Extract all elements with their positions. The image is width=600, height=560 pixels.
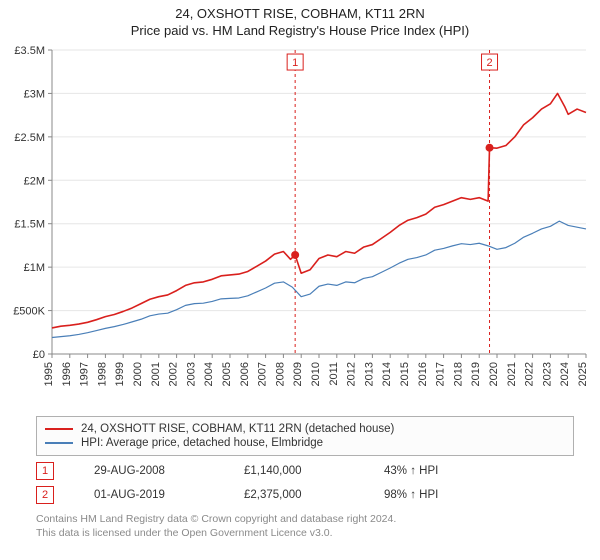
sale-delta: 43% ↑ HPI [384,465,438,477]
svg-text:2014: 2014 [381,362,393,386]
legend-swatch [45,442,73,444]
sale-row: 1 29-AUG-2008 £1,140,000 43% ↑ HPI [36,462,556,480]
legend-label: 24, OXSHOTT RISE, COBHAM, KT11 2RN (deta… [81,423,394,435]
svg-text:2016: 2016 [417,362,429,386]
svg-text:2008: 2008 [274,362,286,386]
legend: 24, OXSHOTT RISE, COBHAM, KT11 2RN (deta… [36,416,574,456]
svg-text:2009: 2009 [292,362,304,386]
svg-text:£1M: £1M [24,262,45,274]
svg-text:2010: 2010 [310,362,322,386]
footer-line2: This data is licensed under the Open Gov… [36,526,590,540]
svg-text:1997: 1997 [79,362,91,386]
legend-row: 24, OXSHOTT RISE, COBHAM, KT11 2RN (deta… [45,423,565,435]
svg-text:2025: 2025 [577,362,589,386]
title-address: 24, OXSHOTT RISE, COBHAM, KT11 2RN [0,6,600,21]
svg-text:1998: 1998 [96,362,108,386]
svg-text:£1.5M: £1.5M [14,219,45,231]
title-subtitle: Price paid vs. HM Land Registry's House … [0,23,600,38]
svg-text:2007: 2007 [257,362,269,386]
svg-text:2015: 2015 [399,362,411,386]
sale-badge: 1 [36,462,54,480]
svg-text:2024: 2024 [559,362,571,386]
svg-text:2019: 2019 [470,362,482,386]
sale-price: £1,140,000 [244,465,344,477]
svg-text:£3.5M: £3.5M [14,45,45,57]
sale-date: 29-AUG-2008 [94,465,204,477]
sale-badge: 2 [36,486,54,504]
chart-container: £0 £500K £1M £1.5M £2M £2.5M £3M £3.5M 1995 1996 1… [0,40,600,410]
sales-table: 1 29-AUG-2008 £1,140,000 43% ↑ HPI 2 01-AUG-2… [36,462,556,504]
svg-text:1999: 1999 [114,362,126,386]
svg-text:2011: 2011 [328,362,340,386]
svg-text:2020: 2020 [488,362,500,386]
svg-text:2005: 2005 [221,362,233,386]
svg-text:£500K: £500K [13,306,45,318]
svg-text:£2.5M: £2.5M [14,132,45,144]
svg-text:2003: 2003 [185,362,197,386]
svg-text:1995: 1995 [43,362,55,386]
sale-row: 2 01-AUG-2019 £2,375,000 98% ↑ HPI [36,486,556,504]
svg-text:2013: 2013 [363,362,375,386]
legend-label: HPI: Average price, detached house, Elmb… [81,437,323,449]
footer-line1: Contains HM Land Registry data © Crown c… [36,512,590,526]
svg-text:2023: 2023 [541,362,553,386]
svg-text:2021: 2021 [506,362,518,386]
svg-text:£3M: £3M [24,88,45,100]
svg-text:2006: 2006 [239,362,251,386]
legend-swatch [45,428,73,430]
svg-text:2: 2 [486,57,492,69]
svg-text:2002: 2002 [168,362,180,386]
chart-titles: 24, OXSHOTT RISE, COBHAM, KT11 2RN Price… [0,0,600,40]
svg-text:2012: 2012 [346,362,358,386]
svg-text:2022: 2022 [524,362,536,386]
legend-row: HPI: Average price, detached house, Elmb… [45,437,565,449]
svg-text:2001: 2001 [150,362,162,386]
sale-price: £2,375,000 [244,489,344,501]
footer-attribution: Contains HM Land Registry data © Crown c… [36,512,590,540]
svg-text:£0: £0 [33,349,45,361]
svg-text:2017: 2017 [435,362,447,386]
svg-text:2004: 2004 [203,362,215,386]
svg-text:1: 1 [292,57,298,69]
sale-delta: 98% ↑ HPI [384,489,438,501]
sale-date: 01-AUG-2019 [94,489,204,501]
svg-text:£2M: £2M [24,175,45,187]
chart-svg: £0 £500K £1M £1.5M £2M £2.5M £3M £3.5M 1995 1996 1… [0,40,600,410]
svg-text:2000: 2000 [132,362,144,386]
svg-text:2018: 2018 [452,362,464,386]
svg-text:1996: 1996 [61,362,73,386]
